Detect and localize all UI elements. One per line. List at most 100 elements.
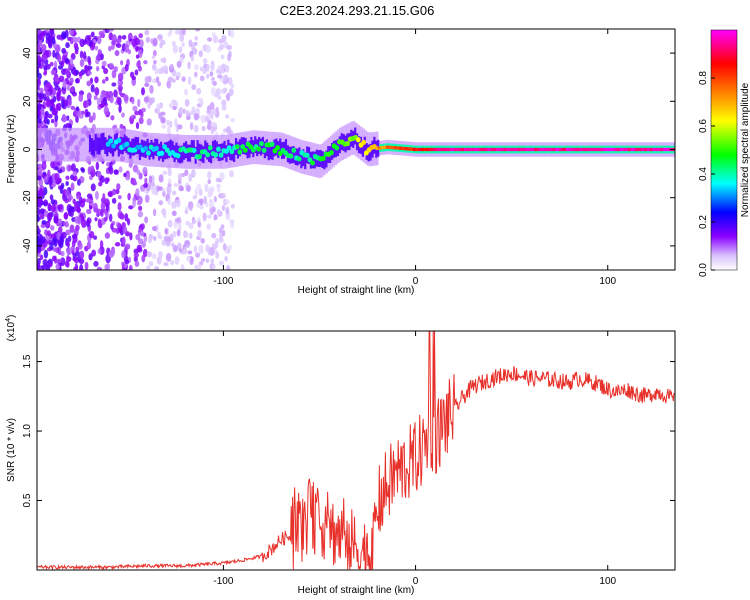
spectrogram-noise-cell	[156, 106, 161, 115]
spectrogram-noise-cell	[79, 38, 85, 48]
spectrogram-noise-cell	[108, 165, 112, 172]
spectrogram-band-cell	[284, 139, 288, 156]
spectrogram-noise-cell	[202, 69, 207, 75]
spectrogram-noise-cell	[70, 174, 75, 181]
snr-x-label: Height of straight line (km)	[298, 585, 415, 596]
spectrogram-noise-cell	[222, 75, 227, 82]
spectrogram-band-cell	[219, 143, 222, 161]
spectrogram-noise-cell	[189, 205, 193, 212]
spectrogram-noise-cell	[44, 229, 49, 236]
spectrogram-noise-cell	[210, 62, 215, 71]
spectrogram-noise-cell	[51, 36, 56, 45]
spectrogram-y-tick-label: -40	[22, 238, 33, 253]
spectrogram-noise-cell	[174, 256, 180, 265]
spectrogram-noise-cell	[203, 196, 207, 205]
spectrogram-noise-cell	[49, 105, 54, 112]
spectrogram-noise-cell	[79, 59, 85, 67]
spectrogram-noise-cell	[215, 106, 219, 113]
spectrogram-noise-cell	[107, 93, 111, 102]
spectrogram-noise-cell	[87, 65, 93, 70]
spectrogram-noise-cell	[200, 114, 206, 124]
spectrogram-noise-cell	[118, 86, 122, 96]
spectrogram-noise-cell	[54, 247, 58, 253]
spectrogram-ridge-cell	[159, 150, 165, 156]
spectrogram-noise-cell	[171, 201, 177, 210]
spectrogram-noise-cell	[55, 263, 61, 270]
spectrogram-noise-cell	[41, 161, 47, 171]
spectrogram-noise-cell	[135, 233, 141, 241]
spectrogram-halo-cell	[76, 127, 79, 162]
spectrogram-noise-cell	[221, 99, 227, 106]
spectrogram-noise-cell	[66, 247, 72, 256]
spectrogram-noise-cell	[108, 213, 113, 222]
spectrogram-noise-cell	[97, 218, 102, 226]
spectrogram-noise-cell	[132, 198, 136, 208]
spectrogram-ridge-cell	[345, 140, 350, 147]
spectrogram-noise-cell	[166, 119, 170, 126]
spectrogram-noise-cell	[147, 238, 152, 244]
spectrogram-band-cell	[131, 138, 134, 156]
spectrogram-noise-cell	[199, 66, 204, 72]
spectrogram-noise-cell	[110, 44, 115, 50]
spectrogram-ridge-cell	[261, 147, 267, 153]
spectrogram-noise-cell	[72, 170, 78, 176]
spectrogram-y-tick-label: 20	[22, 95, 33, 107]
spectrogram-noise-cell	[128, 205, 134, 210]
spectrogram-noise-cell	[41, 236, 46, 244]
spectrogram-noise-cell	[60, 182, 65, 190]
spectrogram-halo-cell	[57, 127, 61, 162]
spectrogram-noise-cell	[162, 57, 167, 64]
spectrogram-noise-cell	[88, 115, 94, 124]
svg-text:(x104): (x104)	[5, 315, 17, 342]
spectrogram-noise-cell	[154, 190, 159, 196]
spectrogram-noise-cell	[230, 203, 235, 209]
spectrogram-noise-cell	[74, 202, 79, 209]
spectrogram-noise-cell	[187, 76, 192, 86]
spectrogram-noise-cell	[180, 186, 184, 192]
spectrogram-noise-cell	[111, 197, 117, 204]
spectrogram-noise-cell	[122, 226, 128, 235]
spectrogram-ridge-cell	[116, 137, 122, 143]
spectrogram-noise-cell	[190, 257, 194, 263]
spectrogram-noise-cell	[209, 71, 214, 77]
spectrogram-noise-cell	[43, 249, 49, 259]
spectrogram-noise-cell	[38, 103, 42, 110]
spectrogram-noise-cell	[153, 60, 157, 65]
spectrogram-noise-cell	[172, 45, 179, 54]
spectrogram-noise-cell	[164, 228, 168, 235]
spectrogram-noise-cell	[132, 105, 138, 112]
spectrogram-noise-cell	[76, 206, 81, 214]
spectrogram-noise-cell	[168, 120, 173, 128]
spectrogram-noise-cell	[101, 79, 106, 84]
spectrogram-band-cell	[363, 136, 366, 154]
spectrogram-noise-cell	[194, 71, 198, 78]
spectrogram-noise-cell	[71, 163, 76, 172]
spectrogram-noise-cell	[84, 64, 88, 74]
spectrogram-noise-cell	[41, 220, 47, 225]
spectrogram-noise-cell	[184, 206, 189, 212]
spectrogram-noise-cell	[77, 216, 82, 225]
spectrogram-noise-cell	[220, 192, 226, 199]
spectrogram-noise-cell	[178, 222, 182, 230]
spectrogram-noise-cell	[171, 210, 177, 217]
spectrogram-ridge-cell	[143, 145, 149, 151]
spectrogram-noise-cell	[172, 230, 177, 238]
spectrogram-noise-cell	[148, 261, 154, 267]
spectrogram-noise-cell	[158, 200, 164, 206]
spectrogram-noise-cell	[96, 266, 103, 270]
spectrogram-noise-cell	[101, 60, 107, 67]
spectrogram-noise-cell	[160, 116, 166, 124]
spectrogram-noise-cell	[215, 251, 220, 259]
spectrogram-noise-cell	[67, 97, 72, 105]
spectrogram-noise-cell	[220, 63, 226, 69]
spectrogram-noise-cell	[43, 175, 49, 184]
spectrogram-noise-cell	[177, 124, 183, 130]
spectrogram-noise-cell	[74, 250, 80, 257]
snr-y-label: SNR (10 * v/v)	[6, 418, 17, 482]
spectrogram-noise-cell	[110, 115, 115, 121]
spectrogram-noise-cell	[143, 183, 148, 188]
spectrogram-ridge-cell	[296, 156, 302, 162]
spectrogram-noise-cell	[131, 181, 138, 186]
spectrogram-noise-cell	[121, 250, 127, 259]
spectrogram-noise-cell	[181, 76, 186, 82]
